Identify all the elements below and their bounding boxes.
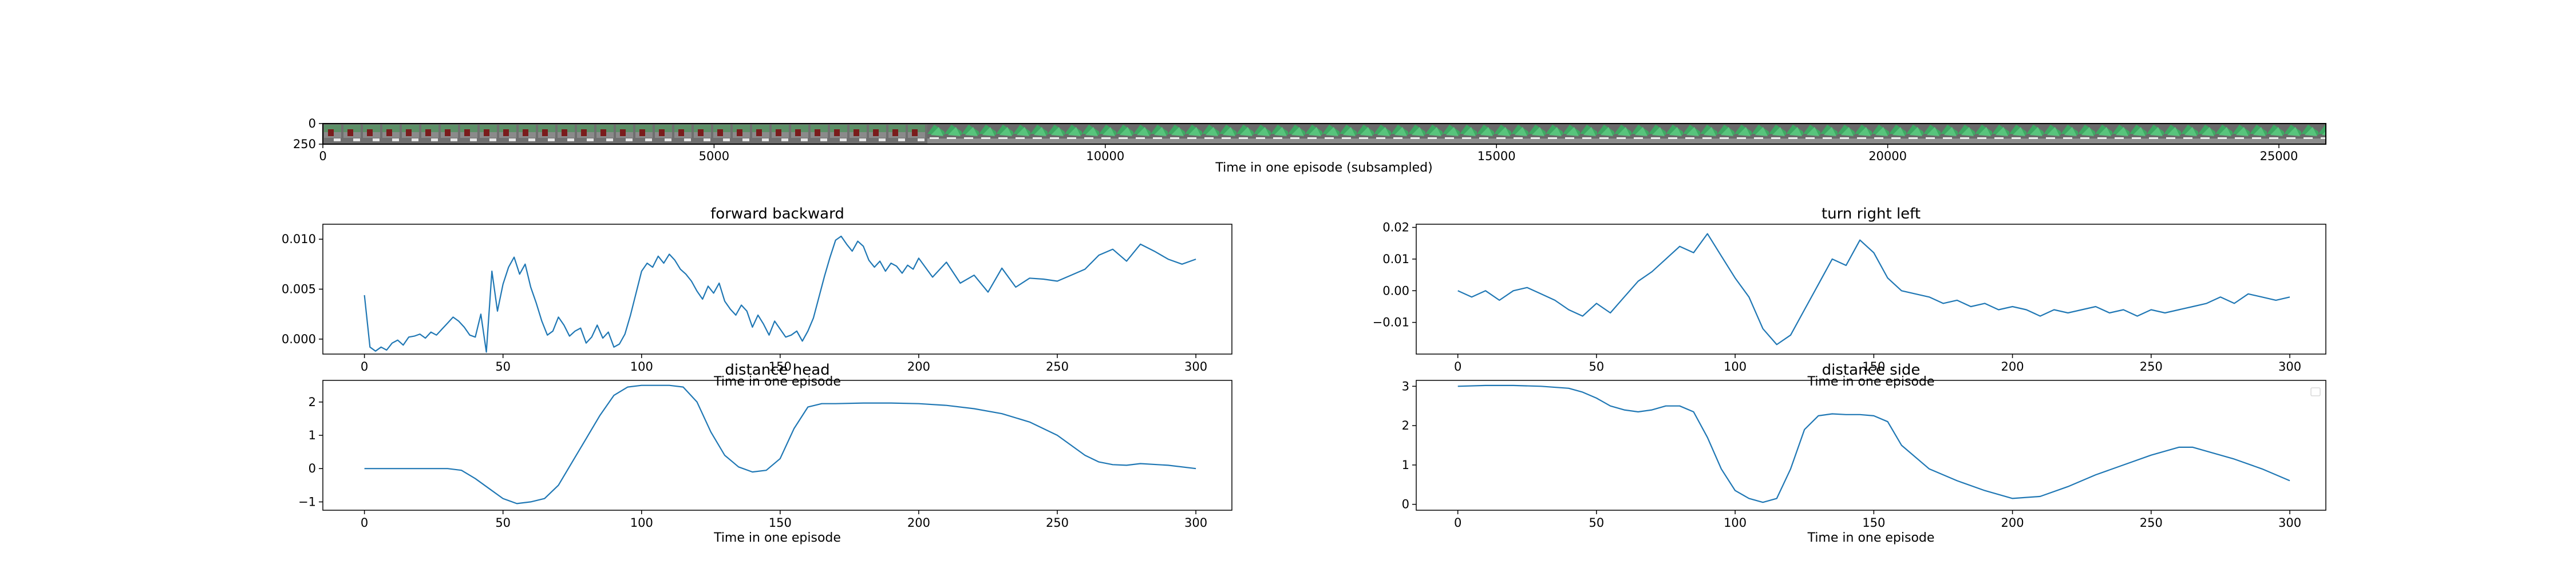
distance-side-y-tick-label: 0 — [1402, 498, 1409, 511]
distance-side-y-tick-label: 3 — [1402, 379, 1409, 393]
filmstrip-x-tick-label: 15000 — [1477, 149, 1516, 163]
turn-right-left-x-tick-label: 50 — [1589, 360, 1605, 374]
distance-side-y-tick-label: 2 — [1402, 419, 1409, 432]
turn-right-left-x-tick-label: 100 — [1724, 360, 1747, 374]
distance-side-x-tick-label: 150 — [1862, 516, 1885, 530]
turn-right-left-series-line — [1457, 233, 2290, 345]
distance-head-axes-frame — [322, 380, 1232, 511]
turn-right-left-x-tick-label: 0 — [1454, 360, 1461, 374]
filmstrip-x-tick-label: 0 — [319, 149, 326, 163]
turn-right-left-panel: 0 50 100 150 200 250 300 −0.01 0.00 0.01 0.02 turn … — [1373, 205, 2326, 389]
filmstrip-x-tick-label: 20000 — [1868, 149, 1907, 163]
filmstrip-x-label: Time in one episode (subsampled) — [1215, 161, 1432, 175]
forward-backward-x-tick-label: 100 — [630, 360, 653, 374]
turn-right-left-x-tick-label: 150 — [1862, 360, 1885, 374]
distance-side-empty-legend — [2310, 387, 2321, 396]
filmstrip-image — [323, 124, 953, 144]
distance-side-series-line — [1457, 384, 2290, 503]
distance-head-x-tick-label: 200 — [907, 516, 930, 530]
turn-right-left-axes-frame — [1416, 224, 2326, 355]
distance-head-x-tick-label: 50 — [495, 516, 511, 530]
distance-head-y-tick-label: 1 — [309, 428, 316, 442]
forward-backward-x-tick-label: 300 — [1184, 360, 1207, 374]
turn-right-left-y-tick-label: 0.00 — [1382, 284, 1409, 297]
distance-side-axes-frame — [1416, 380, 2326, 511]
distance-head-x-tick-label: 250 — [1046, 516, 1069, 530]
distance-side-x-tick-label: 250 — [2140, 516, 2163, 530]
distance-side-x-tick-label: 200 — [2001, 516, 2024, 530]
turn-right-left-x-label: Time in one episode — [1807, 375, 1935, 389]
turn-right-left-x-tick-label: 250 — [2140, 360, 2163, 374]
turn-right-left-title: turn right left — [1822, 205, 1921, 223]
forward-backward-title: forward backward — [710, 205, 844, 223]
distance-side-x-tick-label: 50 — [1589, 516, 1605, 530]
filmstrip-x-tick-label: 5000 — [699, 149, 729, 163]
distance-head-x-tick-label: 0 — [361, 516, 368, 530]
distance-head-y-tick-label: −1 — [298, 495, 316, 509]
forward-backward-x-tick-label: 200 — [907, 360, 930, 374]
forward-backward-x-label: Time in one episode — [713, 375, 841, 389]
forward-backward-x-tick-label: 50 — [495, 360, 511, 374]
distance-head-x-tick-label: 300 — [1184, 516, 1207, 530]
forward-backward-axes-frame — [322, 224, 1232, 355]
distance-head-title: distance head — [725, 362, 829, 379]
distance-head-y-tick-label: 0 — [309, 462, 316, 475]
forward-backward-panel: 0 50 100 150 200 250 300 0.000 0.005 0.010 forward… — [282, 205, 1232, 389]
turn-right-left-y-tick-label: 0.01 — [1382, 252, 1409, 266]
distance-head-series-line — [364, 384, 1196, 505]
forward-backward-y-tick-label: 0.000 — [282, 332, 316, 346]
filmstrip-y-tick-label: 250 — [293, 137, 316, 151]
filmstrip-y-tick-label: 0 — [309, 117, 316, 130]
turn-right-left-x-tick-label: 300 — [2278, 360, 2301, 374]
distance-side-x-tick-label: 300 — [2278, 516, 2301, 530]
turn-right-left-x-tick-label: 200 — [2001, 360, 2024, 374]
forward-backward-x-tick-label: 150 — [769, 360, 792, 374]
turn-right-left-y-tick-label: −0.01 — [1373, 316, 1409, 329]
filmstrip-x-tick-label: 10000 — [1086, 149, 1124, 163]
forward-backward-x-tick-label: 250 — [1046, 360, 1069, 374]
filmstrip-x-tick-label: 25000 — [2260, 149, 2298, 163]
distance-side-x-tick-label: 0 — [1454, 516, 1461, 530]
distance-head-x-tick-label: 100 — [630, 516, 653, 530]
filmstrip-frame — [322, 123, 2326, 145]
distance-side-x-tick-label: 100 — [1724, 516, 1747, 530]
distance-side-y-tick-label: 1 — [1402, 458, 1409, 472]
distance-head-x-label: Time in one episode — [713, 531, 841, 545]
turn-right-left-y-tick-label: 0.02 — [1382, 221, 1409, 235]
forward-backward-y-tick-label: 0.010 — [282, 232, 316, 246]
forward-backward-y-tick-label: 0.005 — [282, 283, 316, 296]
forward-backward-series-line — [364, 235, 1196, 353]
distance-head-x-tick-label: 150 — [769, 516, 792, 530]
distance-side-title: distance side — [1822, 362, 1921, 379]
distance-head-y-tick-label: 2 — [309, 395, 316, 409]
distance-side-x-label: Time in one episode — [1807, 531, 1935, 545]
forward-backward-x-tick-label: 0 — [361, 360, 368, 374]
filmstrip-image-green — [927, 124, 2326, 144]
